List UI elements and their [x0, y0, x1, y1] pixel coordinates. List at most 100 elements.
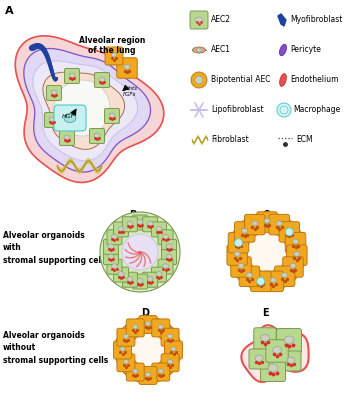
Ellipse shape: [111, 234, 117, 239]
Text: B: B: [129, 210, 137, 220]
Polygon shape: [33, 61, 137, 161]
FancyBboxPatch shape: [239, 266, 260, 286]
Ellipse shape: [292, 239, 298, 244]
Text: AEC2: AEC2: [211, 16, 231, 24]
FancyBboxPatch shape: [165, 341, 182, 359]
FancyBboxPatch shape: [235, 222, 255, 242]
Ellipse shape: [145, 372, 151, 376]
Ellipse shape: [147, 277, 153, 282]
Circle shape: [122, 234, 158, 270]
Ellipse shape: [127, 277, 133, 282]
FancyBboxPatch shape: [142, 217, 157, 232]
FancyBboxPatch shape: [151, 222, 166, 237]
Text: D: D: [141, 308, 149, 318]
FancyBboxPatch shape: [104, 239, 119, 254]
Text: Fibroblast: Fibroblast: [211, 136, 249, 144]
Ellipse shape: [264, 218, 270, 223]
FancyBboxPatch shape: [65, 68, 80, 84]
FancyBboxPatch shape: [54, 105, 86, 131]
Ellipse shape: [147, 221, 153, 226]
Ellipse shape: [280, 74, 286, 86]
Ellipse shape: [156, 226, 162, 231]
Ellipse shape: [158, 325, 164, 329]
Ellipse shape: [270, 278, 276, 282]
Ellipse shape: [268, 364, 278, 372]
Ellipse shape: [137, 278, 143, 283]
Ellipse shape: [255, 355, 263, 362]
Circle shape: [235, 239, 242, 247]
FancyBboxPatch shape: [249, 349, 269, 369]
Ellipse shape: [284, 336, 294, 344]
FancyBboxPatch shape: [152, 363, 170, 381]
Circle shape: [247, 232, 287, 272]
FancyBboxPatch shape: [251, 271, 271, 292]
Ellipse shape: [167, 360, 173, 364]
FancyBboxPatch shape: [283, 257, 303, 277]
Text: Bipotential AEC: Bipotential AEC: [211, 76, 271, 84]
FancyBboxPatch shape: [161, 328, 179, 346]
FancyBboxPatch shape: [162, 239, 177, 254]
FancyBboxPatch shape: [107, 230, 122, 245]
FancyBboxPatch shape: [114, 267, 129, 282]
Ellipse shape: [127, 221, 133, 226]
Text: AEC1: AEC1: [211, 46, 231, 54]
FancyBboxPatch shape: [287, 245, 307, 265]
Ellipse shape: [108, 254, 114, 259]
Ellipse shape: [123, 360, 129, 364]
FancyBboxPatch shape: [117, 328, 135, 346]
Circle shape: [115, 317, 181, 383]
Ellipse shape: [109, 113, 115, 118]
Ellipse shape: [108, 244, 114, 249]
Ellipse shape: [236, 239, 241, 244]
FancyBboxPatch shape: [126, 363, 144, 381]
Ellipse shape: [64, 114, 76, 122]
Ellipse shape: [94, 133, 100, 138]
Ellipse shape: [287, 357, 295, 363]
Circle shape: [131, 333, 165, 367]
Ellipse shape: [171, 347, 176, 351]
FancyBboxPatch shape: [285, 232, 306, 253]
Ellipse shape: [137, 220, 143, 224]
Polygon shape: [241, 325, 309, 382]
Circle shape: [191, 72, 207, 88]
FancyBboxPatch shape: [227, 245, 247, 265]
Ellipse shape: [234, 252, 240, 256]
Text: Wnts
FGFs: Wnts FGFs: [123, 86, 137, 97]
FancyBboxPatch shape: [90, 128, 105, 144]
Ellipse shape: [166, 244, 172, 249]
FancyBboxPatch shape: [126, 319, 144, 337]
FancyBboxPatch shape: [117, 58, 137, 78]
Ellipse shape: [49, 117, 55, 122]
Ellipse shape: [156, 272, 162, 276]
FancyBboxPatch shape: [117, 354, 135, 372]
FancyBboxPatch shape: [261, 356, 286, 382]
FancyBboxPatch shape: [139, 366, 157, 384]
Ellipse shape: [290, 264, 296, 268]
Ellipse shape: [120, 347, 125, 351]
Circle shape: [277, 103, 291, 117]
Ellipse shape: [158, 369, 164, 373]
FancyBboxPatch shape: [254, 328, 276, 350]
FancyBboxPatch shape: [122, 217, 137, 232]
Polygon shape: [43, 72, 125, 149]
Ellipse shape: [282, 273, 288, 278]
Ellipse shape: [167, 334, 173, 338]
FancyBboxPatch shape: [266, 340, 288, 362]
Ellipse shape: [261, 334, 270, 342]
FancyBboxPatch shape: [281, 351, 301, 371]
Circle shape: [195, 76, 203, 84]
FancyBboxPatch shape: [60, 130, 75, 146]
FancyBboxPatch shape: [263, 271, 283, 292]
Ellipse shape: [111, 53, 117, 57]
FancyBboxPatch shape: [279, 222, 300, 242]
FancyBboxPatch shape: [228, 232, 249, 253]
Polygon shape: [24, 48, 151, 172]
FancyBboxPatch shape: [132, 274, 147, 289]
Ellipse shape: [276, 221, 282, 226]
Ellipse shape: [166, 254, 172, 259]
FancyBboxPatch shape: [277, 328, 302, 354]
FancyBboxPatch shape: [158, 230, 173, 245]
Text: Lipofibroblast: Lipofibroblast: [211, 106, 263, 114]
Circle shape: [228, 213, 306, 291]
FancyBboxPatch shape: [275, 266, 295, 286]
